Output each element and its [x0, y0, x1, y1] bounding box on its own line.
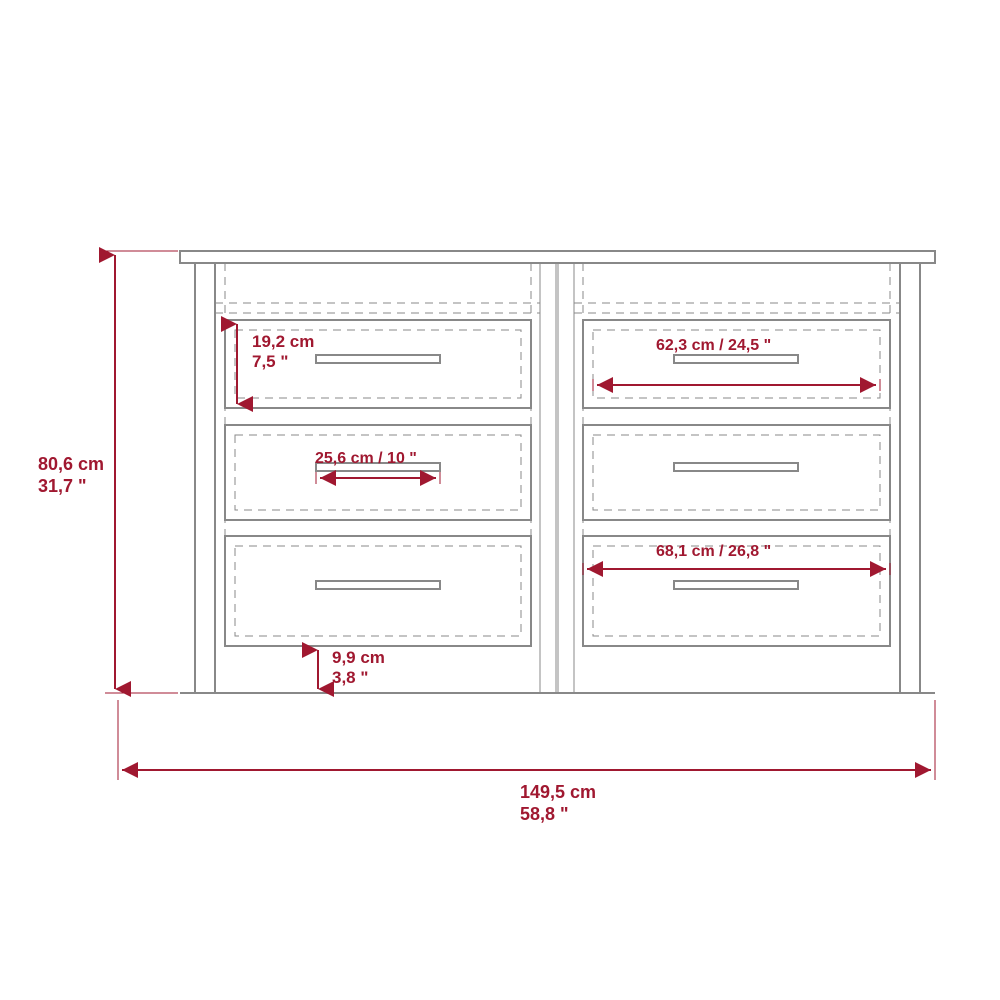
furniture-outline [180, 251, 935, 693]
dim-label: 68,1 cm / 26,8 " [656, 543, 771, 560]
dim-inner-panel-width: 68,1 cm / 26,8 " [583, 543, 890, 575]
dim-leg-clearance: 9,9 cm 3,8 " [318, 648, 385, 689]
dim-label: 7,5 " [252, 352, 288, 371]
dim-label: 58,8 " [520, 804, 569, 824]
dim-handle-length: 25,6 cm / 10 " [315, 450, 440, 484]
dim-label: 3,8 " [332, 668, 368, 687]
drawer-handle [674, 463, 798, 471]
drawer-handle [316, 581, 440, 589]
drawer-front [583, 320, 890, 408]
dim-label: 19,2 cm [252, 332, 314, 351]
drawer-handle [316, 355, 440, 363]
dim-label: 80,6 cm [38, 454, 104, 474]
dim-label: 31,7 " [38, 476, 87, 496]
drawer-front [583, 425, 890, 520]
drawer-front [225, 425, 531, 520]
dim-label: 9,9 cm [332, 648, 385, 667]
dim-label: 149,5 cm [520, 782, 596, 802]
drawer-handle [674, 581, 798, 589]
drawer-front [225, 536, 531, 646]
dim-label: 25,6 cm / 10 " [315, 450, 417, 467]
drawer-handle [674, 355, 798, 363]
dim-label: 62,3 cm / 24,5 " [656, 337, 771, 354]
dim-drawer-height: 19,2 cm 7,5 " [237, 324, 314, 404]
dim-overall-width: 149,5 cm 58,8 " [118, 700, 935, 824]
dim-overall-height: 80,6 cm 31,7 " [38, 251, 178, 693]
dimension-drawing: 80,6 cm 31,7 " 149,5 cm 58,8 " 19,2 cm 7… [0, 0, 1000, 1000]
